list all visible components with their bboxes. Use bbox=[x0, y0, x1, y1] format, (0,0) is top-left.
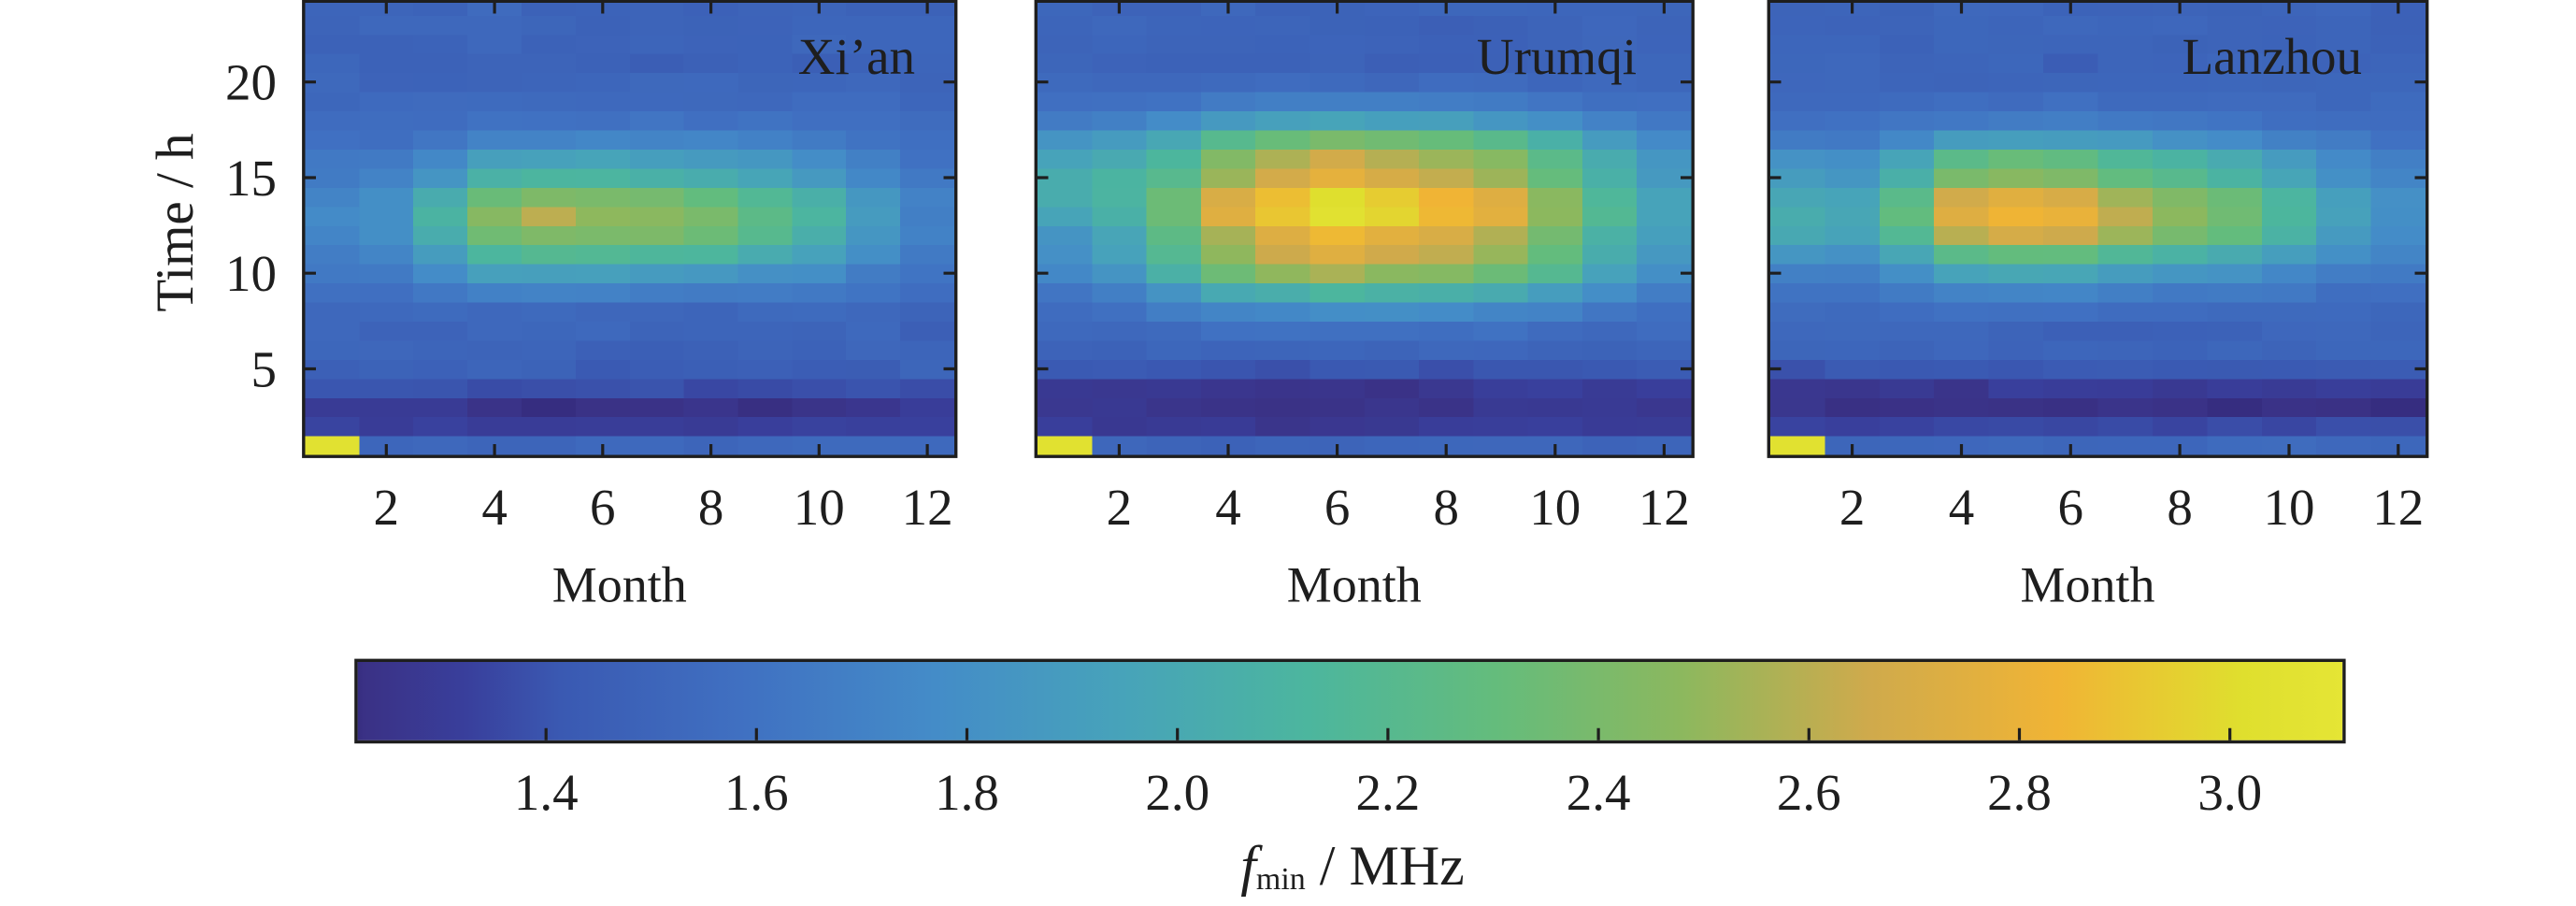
svg-text:2.2: 2.2 bbox=[1356, 764, 1421, 821]
svg-text:2.0: 2.0 bbox=[1145, 764, 1209, 821]
svg-text:12: 12 bbox=[2372, 479, 2424, 536]
svg-text:Time / h: Time / h bbox=[146, 133, 205, 311]
svg-text:15: 15 bbox=[225, 150, 277, 207]
svg-text:2: 2 bbox=[374, 479, 400, 536]
svg-text:5: 5 bbox=[251, 341, 278, 398]
svg-text:20: 20 bbox=[225, 54, 277, 111]
svg-text:2: 2 bbox=[1107, 479, 1133, 536]
svg-text:4: 4 bbox=[481, 479, 508, 536]
svg-text:Month: Month bbox=[552, 557, 687, 613]
svg-text:8: 8 bbox=[698, 479, 724, 536]
svg-text:Xi’an: Xi’an bbox=[798, 28, 915, 85]
svg-text:4: 4 bbox=[1215, 479, 1241, 536]
svg-text:2.8: 2.8 bbox=[1987, 764, 2052, 821]
svg-text:8: 8 bbox=[1433, 479, 1459, 536]
svg-text:10: 10 bbox=[2264, 479, 2315, 536]
svg-text:2.6: 2.6 bbox=[1777, 764, 1841, 821]
svg-text:6: 6 bbox=[590, 479, 616, 536]
svg-text:4: 4 bbox=[1949, 479, 1975, 536]
svg-text:1.6: 1.6 bbox=[724, 764, 789, 821]
svg-text:2: 2 bbox=[1839, 479, 1866, 536]
svg-text:6: 6 bbox=[1324, 479, 1351, 536]
svg-text:1.8: 1.8 bbox=[935, 764, 999, 821]
svg-text:2.4: 2.4 bbox=[1567, 764, 1631, 821]
svg-text:10: 10 bbox=[794, 479, 845, 536]
svg-text:10: 10 bbox=[225, 245, 277, 302]
svg-text:12: 12 bbox=[902, 479, 953, 536]
svg-text:12: 12 bbox=[1639, 479, 1690, 536]
svg-text:Urumqi: Urumqi bbox=[1477, 28, 1637, 85]
svg-text:Month: Month bbox=[1287, 557, 1422, 613]
svg-text:8: 8 bbox=[2167, 479, 2193, 536]
svg-text:10: 10 bbox=[1529, 479, 1581, 536]
svg-text:Month: Month bbox=[2020, 557, 2154, 613]
svg-text:6: 6 bbox=[2058, 479, 2084, 536]
svg-text:1.4: 1.4 bbox=[514, 764, 579, 821]
svg-text:Lanzhou: Lanzhou bbox=[2182, 28, 2362, 85]
svg-text:3.0: 3.0 bbox=[2197, 764, 2262, 821]
